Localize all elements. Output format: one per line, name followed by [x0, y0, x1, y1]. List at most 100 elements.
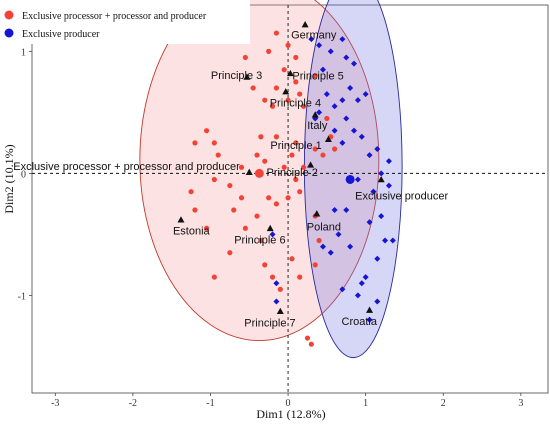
data-point-producer: [331, 127, 338, 134]
annotation-triangle: [366, 306, 374, 313]
x-tick-label: 3: [518, 398, 523, 409]
data-point-producer: [319, 243, 326, 250]
data-point-processor: [188, 189, 194, 195]
y-tick-label: 1: [21, 47, 26, 58]
data-point-producer: [351, 60, 358, 67]
data-point-producer: [370, 188, 377, 195]
data-point-producer: [335, 231, 342, 238]
data-point-producer: [343, 54, 350, 61]
data-point-processor: [242, 54, 248, 61]
annotation-triangle: [307, 161, 315, 168]
data-point-processor: [254, 213, 260, 219]
legend-background: [0, 0, 250, 44]
data-point-producer: [354, 292, 361, 299]
data-point-processor: [211, 176, 217, 183]
data-point-processor: [211, 140, 217, 146]
annotation-label: Italy: [307, 120, 328, 132]
data-point-processor: [281, 67, 287, 73]
data-point-processor: [285, 195, 291, 201]
data-point-processor: [324, 115, 330, 122]
x-tick-label: 2: [441, 398, 446, 409]
data-point-producer: [347, 84, 354, 91]
annotation-label: Exclusive processor + processor and prod…: [13, 161, 240, 173]
data-point-producer: [358, 133, 365, 140]
data-point-producer: [316, 109, 323, 116]
data-point-producer: [351, 127, 358, 134]
data-point-processor: [203, 225, 210, 231]
data-point-processor: [293, 140, 299, 146]
data-point-producer: [366, 316, 373, 323]
data-point-producer: [362, 274, 369, 281]
data-point-processor: [273, 201, 280, 207]
data-point-processor: [300, 164, 307, 170]
data-point-producer: [316, 42, 323, 49]
annotation-triangle: [282, 88, 290, 95]
data-point-processor: [297, 274, 303, 280]
annotation-triangle: [245, 168, 253, 175]
data-point-producer: [358, 280, 365, 287]
data-point-processor: [262, 262, 268, 268]
data-point-processor: [289, 152, 295, 158]
data-point-producer: [385, 182, 392, 189]
data-point-processor: [215, 152, 221, 158]
data-point-producer: [323, 91, 330, 98]
data-point-producer: [331, 206, 338, 213]
data-point-producer: [389, 237, 396, 244]
data-point-producer: [354, 97, 361, 104]
data-point-processor: [262, 97, 268, 103]
annotation-label: Principle 1: [270, 140, 321, 152]
data-point-producer: [327, 48, 334, 55]
data-point-producer: [339, 286, 346, 293]
data-point-processor: [297, 189, 303, 195]
data-point-producer: [366, 152, 373, 159]
data-point-producer: [378, 213, 385, 220]
data-point-producer: [331, 103, 338, 110]
legend-marker-processor: [4, 10, 14, 20]
annotation-triangle: [301, 21, 309, 28]
annotation-label: Principle 5: [292, 70, 343, 82]
data-point-processor: [238, 164, 245, 170]
data-point-producer: [385, 158, 392, 165]
data-point-processor: [281, 164, 287, 170]
legend-label-producer: Exclusive producer: [22, 29, 100, 40]
data-point-producer: [354, 176, 361, 183]
annotation-triangle: [313, 210, 321, 217]
data-point-producer: [327, 249, 334, 256]
data-point-processor: [332, 146, 338, 152]
annotation-triangle: [286, 69, 294, 77]
data-point-processor: [273, 85, 280, 91]
data-point-processor: [312, 146, 318, 152]
data-point-processor: [269, 103, 276, 109]
centroid-processor: [254, 168, 264, 178]
data-point-processor: [316, 237, 322, 244]
axes: -3 -2 -1 0 1 2 3 1 0 -1: [18, 47, 524, 409]
annotation-triangle: [266, 224, 274, 232]
annotation-triangle: [243, 73, 251, 80]
legend: Exclusive processor + processor and prod…: [0, 0, 250, 44]
annotation-label: Croatia: [342, 316, 378, 328]
annotation-markers: Germany Principle 5 Principle 3 Principle 4…: [13, 21, 448, 329]
annotation-label: Poland: [307, 222, 341, 234]
annotation-label: Principle 3: [211, 70, 262, 82]
data-point-producer: [378, 170, 385, 177]
data-point-producer: [382, 237, 389, 244]
annotation-triangle: [177, 216, 185, 223]
data-point-processor: [308, 341, 314, 347]
centroid-producer: [345, 174, 355, 184]
data-point-processor: [192, 140, 198, 146]
data-point-processor: [258, 237, 264, 244]
data-point-processor: [242, 225, 248, 231]
data-points: [188, 30, 396, 347]
annotation-label: Exclusive producer: [355, 190, 448, 202]
data-point-processor: [297, 91, 303, 97]
annotation-triangle: [276, 307, 284, 315]
x-axis-title: Dim1 (12.8%): [256, 407, 325, 421]
data-point-processor: [231, 207, 237, 213]
annotation-label: Principle 2: [267, 167, 318, 179]
annotation-label: Germany: [291, 30, 337, 42]
data-point-processor: [203, 128, 210, 134]
data-point-processor: [192, 207, 198, 213]
data-point-processor: [266, 195, 272, 201]
data-point-producer: [366, 219, 373, 226]
